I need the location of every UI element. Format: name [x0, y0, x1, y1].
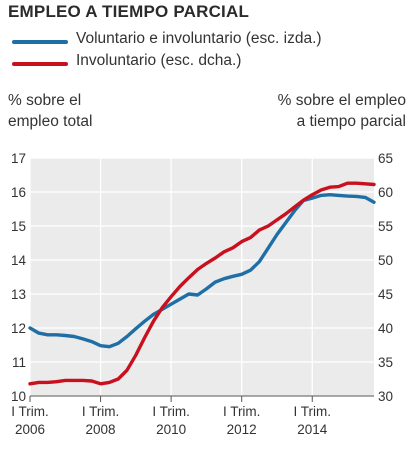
x-tick-label-year: 2006	[15, 422, 45, 437]
x-tick-label-year: 2008	[86, 422, 116, 437]
right-tick-label: 55	[378, 219, 393, 234]
x-tick-label-trim: I Trim.	[152, 404, 190, 419]
right-tick-label: 45	[378, 287, 393, 302]
left-tick-label: 11	[12, 355, 26, 370]
right-tick-label: 65	[378, 151, 393, 166]
legend-item-total: Voluntario e involuntario (esc. izda.)	[8, 30, 408, 52]
left-tick-label: 10	[11, 389, 26, 404]
right-tick-label: 50	[378, 253, 393, 268]
series-line-involuntario	[28, 181, 376, 386]
left-axis-title: % sobre el empleo total	[8, 90, 92, 132]
left-tick-label: 12	[11, 321, 26, 336]
left-tick-label: 17	[11, 151, 26, 166]
right-tick-label: 35	[378, 355, 393, 370]
right-tick-label: 30	[378, 389, 393, 404]
right-axis-title-line-2: a tiempo parcial	[296, 113, 406, 130]
right-axis-title: % sobre el empleo a tiempo parcial	[278, 90, 406, 132]
x-tick-label-trim: I Trim.	[223, 404, 261, 419]
left-axis-title-line-2: empleo total	[8, 113, 93, 130]
legend-swatch-involuntario	[12, 62, 68, 66]
series-line-total	[28, 192, 376, 349]
left-axis-title-line-1: % sobre el	[8, 92, 82, 109]
x-tick-label-year: 2014	[297, 422, 328, 437]
right-tick-label: 60	[378, 185, 393, 200]
x-tick-label-year: 2010	[156, 422, 186, 437]
legend-item-involuntario: Involuntario (esc. dcha.)	[8, 52, 408, 74]
legend-swatch-total	[12, 40, 68, 44]
x-tick-label-year: 2012	[227, 422, 257, 437]
left-tick-label: 13	[11, 287, 26, 302]
x-tick-label-trim: I Trim.	[82, 404, 120, 419]
left-tick-label: 15	[11, 219, 26, 234]
right-axis-title-line-1: % sobre el empleo	[277, 92, 406, 109]
left-tick-label: 16	[11, 185, 26, 200]
x-tick-label-trim: I Trim.	[294, 404, 332, 419]
chart-title: EMPLEO A TIEMPO PARCIAL	[8, 2, 250, 21]
legend-label-involuntario: Involuntario (esc. dcha.)	[76, 52, 242, 69]
x-tick-label-trim: I Trim.	[11, 404, 49, 419]
legend-label-total: Voluntario e involuntario (esc. izda.)	[76, 30, 322, 47]
left-tick-label: 14	[11, 253, 27, 268]
right-tick-label: 40	[378, 321, 393, 336]
